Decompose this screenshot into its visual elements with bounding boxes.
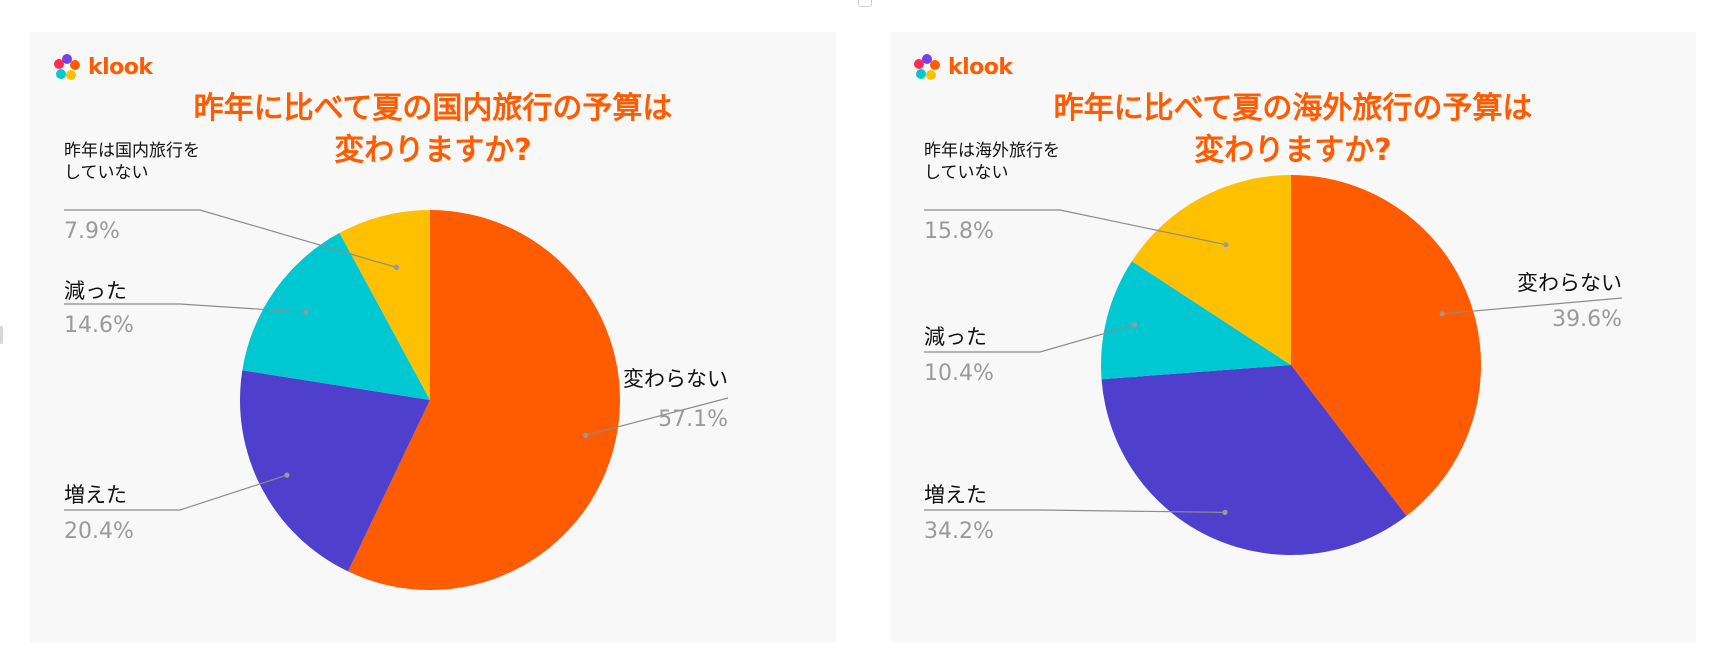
slice-label: 変わらない <box>1517 271 1622 295</box>
leader-line <box>924 324 1135 353</box>
chart-title: 昨年に比べて夏の国内旅行の予算は 変わりますか? <box>30 88 836 172</box>
klook-logo-icon <box>54 54 80 80</box>
slice-label: 変わらない <box>623 367 728 391</box>
slice-label: 増えた <box>924 483 987 507</box>
leader-dot <box>1439 311 1445 317</box>
leader-line <box>924 509 1226 513</box>
chart-title-line-1: 昨年に比べて夏の海外旅行の予算は <box>1053 91 1533 126</box>
leader-line <box>924 209 1227 246</box>
klook-logo-icon <box>914 54 940 80</box>
slice-label: していない <box>924 163 1009 183</box>
slice-label: していない <box>64 163 149 183</box>
slice-percent: 20.4% <box>64 519 134 544</box>
klook-logo: klook <box>912 50 1013 84</box>
left-edge-marker <box>0 326 3 344</box>
pie-slice <box>242 232 430 400</box>
slice-percent: 34.2% <box>924 519 994 544</box>
slice-percent: 57.1% <box>658 407 728 432</box>
chart-title-line-2: 変わりますか? <box>334 133 532 168</box>
slice-percent: 10.4% <box>924 361 994 386</box>
leader-line <box>64 474 288 511</box>
pie-slice <box>1101 365 1407 556</box>
slice-percent: 39.6% <box>1552 307 1622 332</box>
chart-title-line-1: 昨年に比べて夏の国内旅行の予算は <box>193 91 673 126</box>
leader-line <box>64 209 397 268</box>
leader-line <box>1442 297 1623 315</box>
top-edge-marker <box>858 0 872 7</box>
chart-title: 昨年に比べて夏の海外旅行の予算は 変わりますか? <box>890 88 1696 172</box>
chart-panel-domestic: klook 昨年に比べて夏の国内旅行の予算は 変わりますか? 変わらない 57.1… <box>30 32 836 642</box>
pie-slice <box>1291 175 1482 516</box>
pie-slice <box>240 370 430 572</box>
pie-slices <box>240 210 620 590</box>
klook-logo: klook <box>52 50 153 84</box>
leader-dot <box>393 264 399 270</box>
leader-line <box>585 397 729 436</box>
klook-logo-text: klook <box>88 54 153 80</box>
slice-percent: 7.9% <box>64 219 120 244</box>
leader-line <box>64 303 306 313</box>
leader-dot <box>303 309 309 315</box>
slice-label: 昨年は海外旅行を <box>924 141 1060 161</box>
leader-dot <box>1223 242 1229 248</box>
chart-title-line-2: 変わりますか? <box>1194 133 1392 168</box>
slice-percent: 15.8% <box>924 219 994 244</box>
pie-slice <box>1131 175 1291 365</box>
pie-slice <box>348 210 620 590</box>
leader-dot <box>284 472 290 478</box>
pie-slices <box>1101 175 1482 556</box>
chart-panel-overseas: klook 昨年に比べて夏の海外旅行の予算は 変わりますか? 変わらない 39.6… <box>890 32 1696 642</box>
leader-dot <box>1222 509 1228 515</box>
slice-label: 昨年は国内旅行を <box>64 141 200 161</box>
slice-percent: 14.6% <box>64 313 134 338</box>
slice-label: 増えた <box>64 483 127 507</box>
klook-logo-text: klook <box>948 54 1013 80</box>
leader-dot <box>583 432 589 438</box>
slice-label: 減った <box>924 325 987 349</box>
slice-label: 減った <box>64 279 127 303</box>
leader-dot <box>1132 322 1138 328</box>
pie-slice <box>1101 261 1291 380</box>
